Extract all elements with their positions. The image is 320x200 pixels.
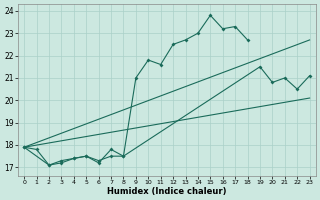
X-axis label: Humidex (Indice chaleur): Humidex (Indice chaleur) xyxy=(107,187,227,196)
